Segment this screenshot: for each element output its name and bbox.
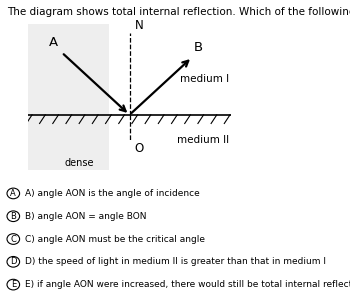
Text: B) angle AON = angle BON: B) angle AON = angle BON [25, 212, 147, 221]
Text: B: B [194, 41, 203, 54]
Text: N: N [134, 19, 144, 32]
Text: medium II: medium II [177, 135, 229, 145]
Text: A: A [10, 189, 16, 198]
Text: E) if angle AON were increased, there would still be total internal reflection: E) if angle AON were increased, there wo… [25, 280, 350, 289]
Text: medium I: medium I [180, 74, 229, 84]
Text: C) angle AON must be the critical angle: C) angle AON must be the critical angle [25, 234, 205, 244]
Text: E: E [10, 280, 16, 289]
Text: A: A [48, 36, 58, 49]
Text: dense: dense [64, 158, 94, 168]
FancyBboxPatch shape [28, 24, 109, 170]
Text: C: C [10, 234, 16, 244]
Text: The diagram shows total internal reflection. Which of the following statements i: The diagram shows total internal reflect… [7, 7, 350, 17]
Text: O: O [134, 141, 144, 155]
Text: A) angle AON is the angle of incidence: A) angle AON is the angle of incidence [25, 189, 200, 198]
Text: B: B [10, 212, 16, 221]
Text: D) the speed of light in medium II is greater than that in medium I: D) the speed of light in medium II is gr… [25, 257, 326, 266]
Text: D: D [10, 257, 16, 266]
